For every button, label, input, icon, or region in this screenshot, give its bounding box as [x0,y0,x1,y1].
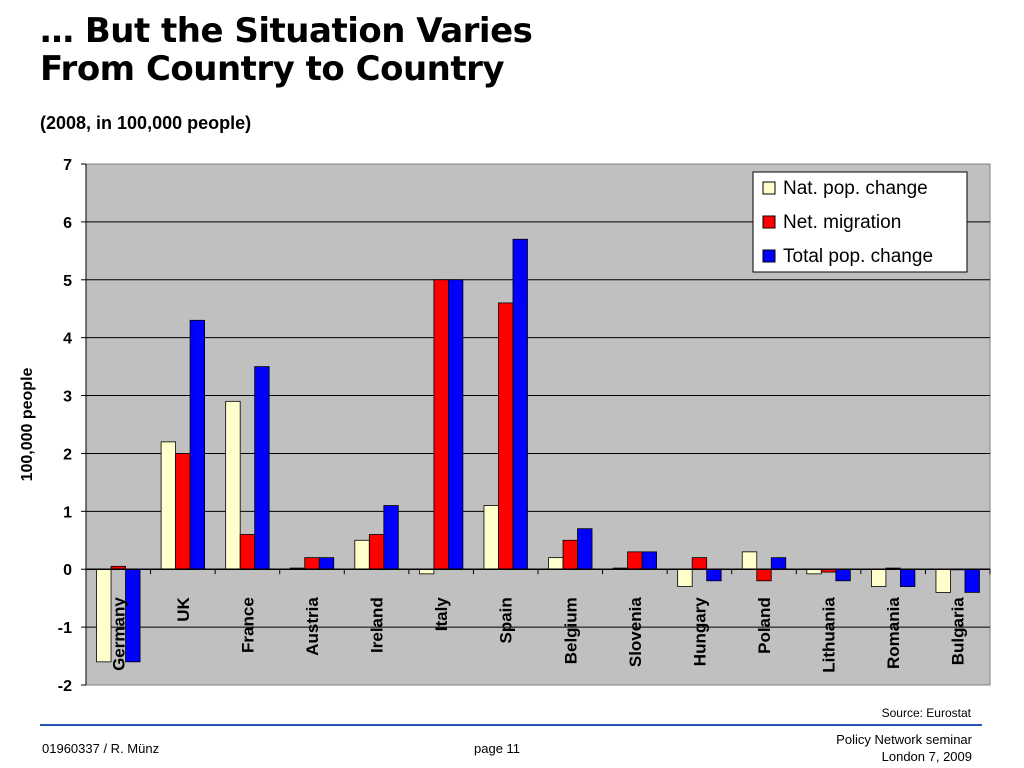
bar-spain-2 [498,302,514,570]
category-label: Austria [303,597,322,656]
footer-event-line-1: Policy Network seminar [836,732,972,747]
y-tick-label: 5 [63,273,72,290]
bar-uk-3 [189,319,206,570]
bar-lithuania-3 [835,568,851,582]
category-label: Ireland [368,597,387,653]
y-tick-label: 6 [63,215,72,232]
bar-bulgaria-3 [964,568,980,593]
footer-event: Policy Network seminar London 7, 2009 [836,731,972,765]
category-label: Italy [432,597,451,632]
bar-spain-1 [483,505,499,570]
bar-uk-2 [175,453,191,570]
legend-label: Net. migration [783,212,901,233]
category-label: Spain [497,597,516,643]
bar-france-2 [239,534,256,570]
bar-bulgaria-1 [935,568,951,593]
bar-hungary-1 [677,568,693,587]
bar-slovenia-2 [627,551,643,570]
source-note: Source: Eurostat [881,706,971,720]
bar-ireland-2 [368,534,385,570]
bar-poland-1 [741,551,758,570]
category-label: Poland [755,597,774,654]
bar-belgium-3 [577,528,593,570]
bar-poland-2 [756,568,772,582]
bar-austria-3 [318,557,335,570]
footer-author: 01960337 / R. Münz [42,741,160,756]
category-label: UK [174,597,193,622]
bar-belgium-2 [562,539,578,570]
bar-austria-2 [304,557,320,570]
legend-swatch [762,215,776,229]
y-axis-label: 100,000 people [19,367,36,481]
bar-ireland-3 [383,505,399,570]
bar-uk-1 [160,441,177,570]
footer-event-line-2: London 7, 2009 [881,749,972,764]
category-label: Slovenia [626,597,645,667]
y-tick-label: 1 [63,504,72,521]
legend-swatch [762,249,776,263]
category-label: Belgium [561,597,580,664]
category-label: Hungary [690,597,709,667]
y-tick-label: 0 [63,562,72,579]
category-label: France [238,597,257,653]
bar-italy-2 [433,279,449,570]
bar-romania-1 [870,568,887,587]
y-tick-label: 7 [63,157,72,174]
bar-belgium-1 [548,557,564,570]
y-tick-label: 4 [63,331,72,348]
y-tick-label: -1 [58,620,72,637]
bar-hungary-3 [706,568,722,582]
legend [752,171,968,273]
legend-label: Total pop. change [783,246,933,267]
bar-france-1 [225,400,241,570]
title-line-1: … But the Situation Varies [40,11,533,51]
y-tick-label: -2 [58,678,72,695]
bar-france-3 [254,366,270,570]
legend-label: Nat. pop. change [783,178,928,199]
category-label: Lithuania [820,597,839,673]
legend-swatch [762,181,776,195]
bar-italy-3 [447,279,464,570]
slide-subtitle: (2008, in 100,000 people) [40,113,252,133]
bar-spain-3 [512,238,528,570]
category-label: Germany [109,597,128,671]
footer-divider [40,724,982,726]
bar-poland-3 [770,557,787,570]
title-line-2: From Country to Country [40,49,505,89]
y-tick-label: 3 [63,389,72,406]
category-label: Bulgaria [949,597,968,666]
category-label: Romania [884,597,903,669]
bar-hungary-2 [691,557,708,570]
slide-title: … But the Situation Varies From Country … [40,11,533,89]
page-number: page 11 [474,741,521,756]
bar-romania-3 [899,568,916,587]
bar-ireland-1 [354,539,370,570]
y-tick-label: 2 [63,446,72,463]
bar-slovenia-3 [641,551,658,570]
